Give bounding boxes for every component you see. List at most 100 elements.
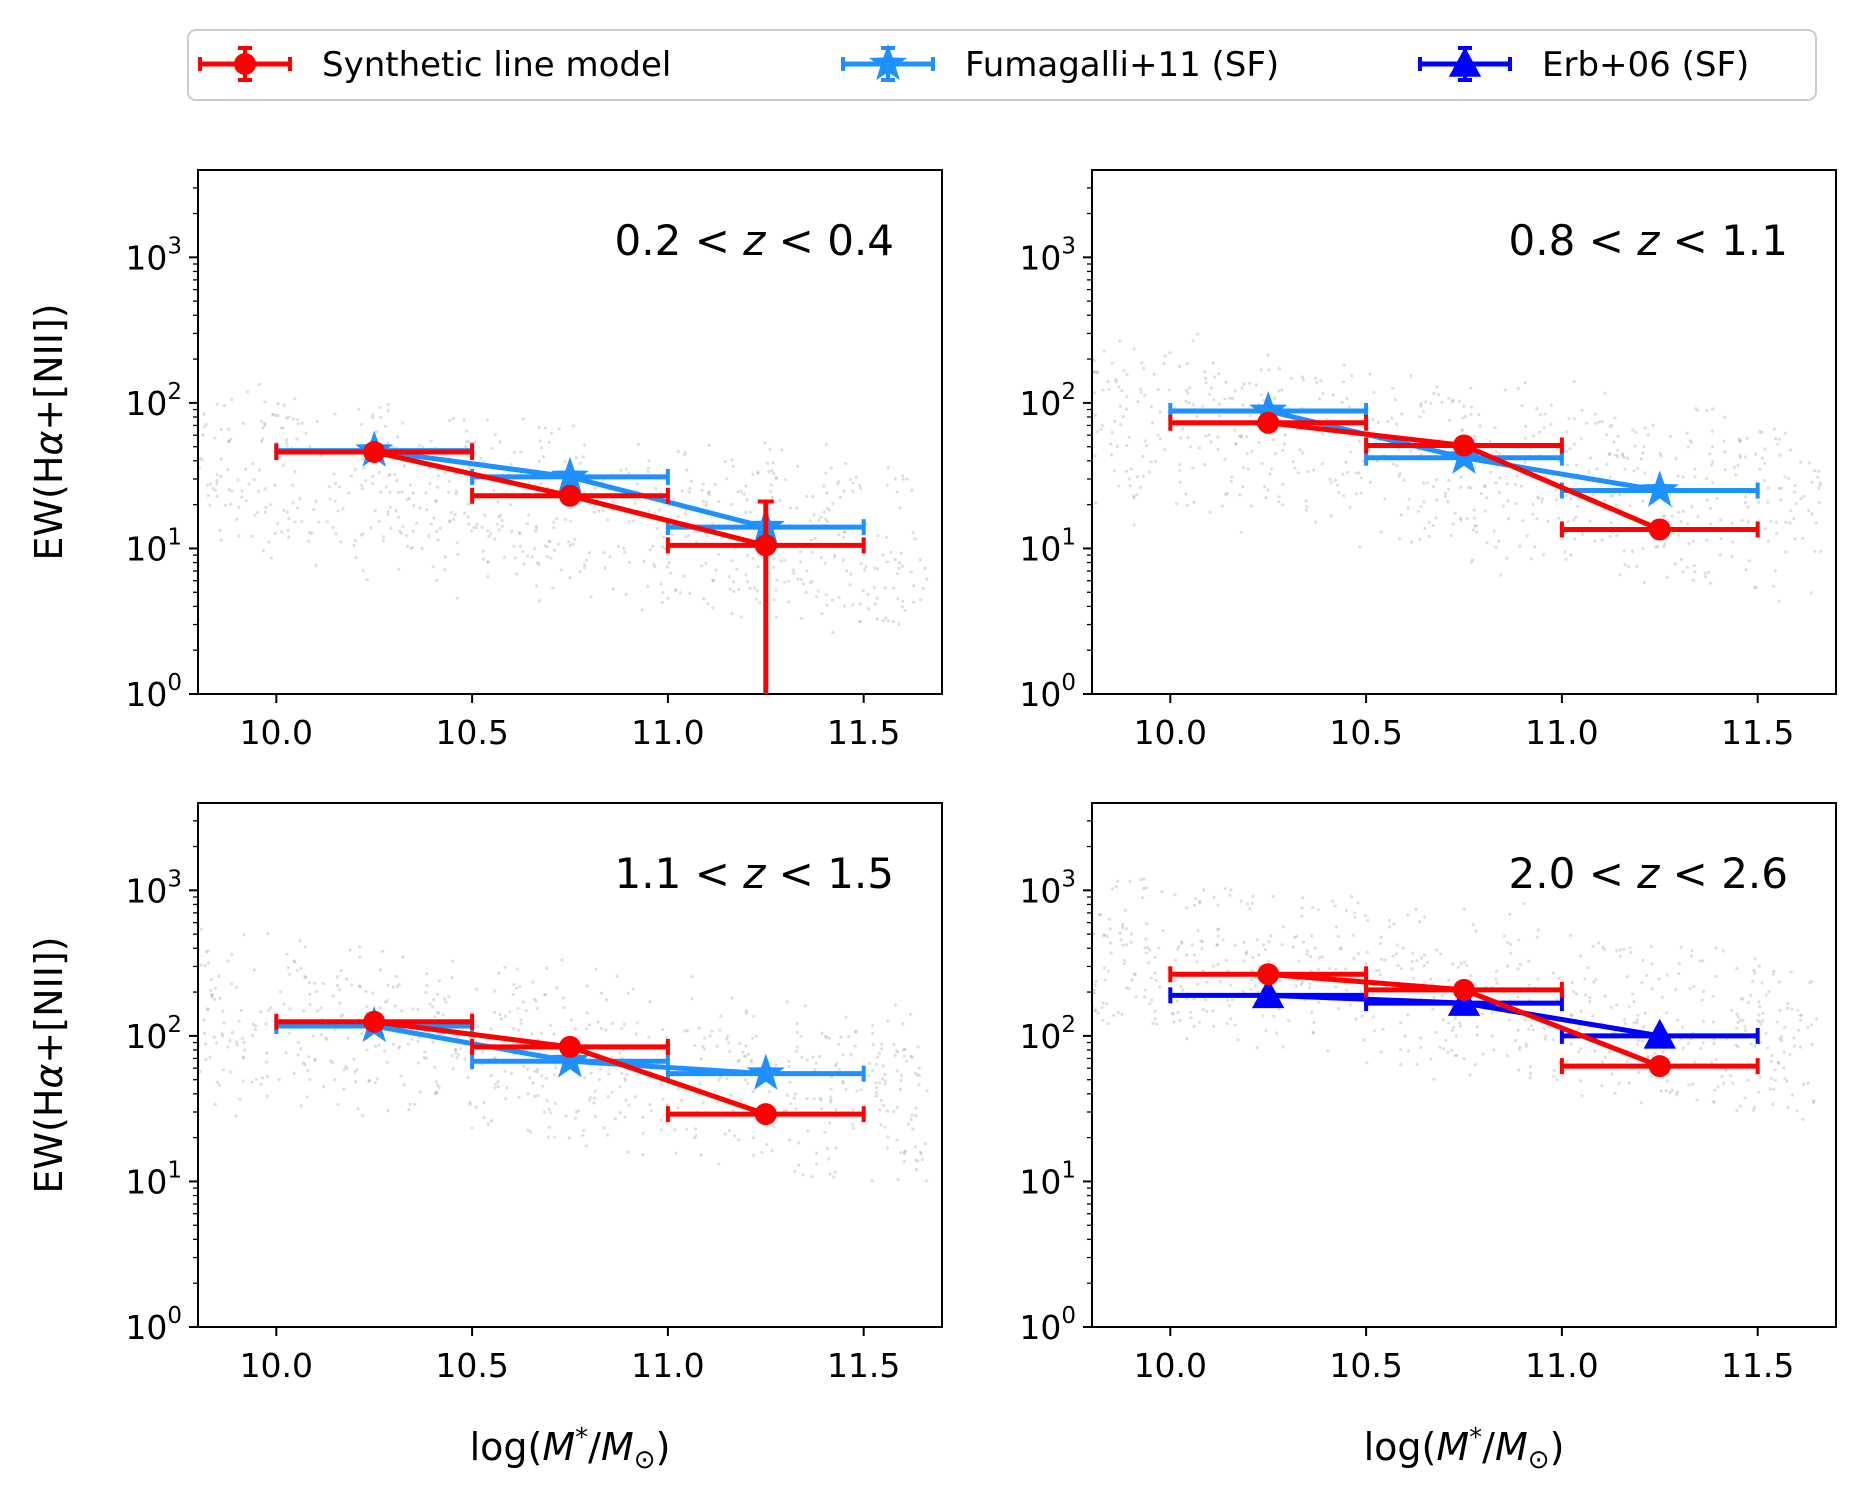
legend-label: Synthetic line model <box>322 45 671 85</box>
background-point <box>1192 903 1196 908</box>
background-point <box>844 1087 848 1091</box>
background-point <box>701 1044 705 1049</box>
background-point <box>1786 1105 1790 1109</box>
background-point <box>1492 529 1496 533</box>
background-point <box>557 542 561 546</box>
background-point <box>769 483 774 487</box>
background-point <box>1231 396 1235 400</box>
z-high: 1.1 <box>1721 216 1788 265</box>
background-point <box>1723 450 1727 454</box>
y-tick-base: 10 <box>1019 871 1061 910</box>
background-point <box>473 440 477 444</box>
background-point <box>261 549 266 553</box>
background-point <box>389 526 393 530</box>
background-point <box>1387 918 1391 923</box>
legend: Synthetic line model Fumagalli+11 (SF) Erb… <box>187 29 1817 101</box>
background-point <box>1506 516 1511 521</box>
background-point <box>902 1048 906 1052</box>
background-point <box>1505 482 1509 486</box>
background-point <box>314 499 318 503</box>
background-point <box>1211 964 1215 968</box>
background-point <box>1473 466 1477 470</box>
background-point <box>1263 485 1267 489</box>
background-point <box>1207 433 1211 437</box>
background-point <box>1506 964 1510 968</box>
background-point <box>1460 428 1464 432</box>
background-point <box>667 561 671 565</box>
background-point <box>871 1068 875 1073</box>
background-point <box>1234 442 1238 446</box>
background-point <box>371 991 375 995</box>
z-symbol: z <box>742 849 766 898</box>
background-point <box>1333 904 1337 908</box>
background-point <box>730 612 734 616</box>
background-point <box>260 419 264 423</box>
background-point <box>1410 967 1414 971</box>
background-point <box>1192 500 1196 504</box>
background-point <box>1588 456 1593 460</box>
background-point <box>1712 1037 1716 1041</box>
background-point <box>1736 463 1740 467</box>
background-point <box>1462 907 1466 911</box>
background-point <box>1447 978 1451 982</box>
background-point <box>571 542 575 546</box>
background-point <box>217 974 221 978</box>
background-point <box>729 1093 733 1097</box>
background-point <box>1565 449 1569 453</box>
background-point <box>1643 1011 1648 1015</box>
background-point <box>1677 510 1681 514</box>
background-point <box>1153 1017 1157 1021</box>
background-point <box>1251 894 1255 898</box>
background-point <box>1229 983 1233 987</box>
background-point <box>1792 1036 1796 1040</box>
background-point <box>1718 518 1723 522</box>
background-point <box>1701 1041 1705 1045</box>
background-point <box>830 598 835 602</box>
background-point <box>1242 959 1246 963</box>
background-point <box>631 519 635 523</box>
background-point <box>1490 1034 1494 1038</box>
series-group <box>274 1005 866 1126</box>
background-point <box>746 580 750 584</box>
background-point <box>241 421 245 425</box>
background-point <box>1759 1022 1763 1026</box>
fumagalli-point <box>550 1041 590 1078</box>
background-point <box>1114 378 1118 382</box>
background-point <box>883 1072 887 1076</box>
background-point <box>1809 1023 1814 1027</box>
legend-frame <box>187 29 1817 101</box>
background-point <box>717 1078 721 1082</box>
background-point <box>337 988 342 992</box>
synthetic-point <box>559 484 581 507</box>
background-point <box>483 513 487 517</box>
background-point <box>1233 389 1237 393</box>
background-point <box>778 499 782 503</box>
background-point <box>486 418 490 422</box>
background-point <box>513 556 518 560</box>
background-point <box>738 1041 742 1046</box>
background-point <box>751 1136 756 1140</box>
background-point <box>1705 408 1709 413</box>
xlabel-mass: M <box>1436 1425 1469 1469</box>
background-point <box>1432 995 1436 1000</box>
background-point <box>1565 430 1569 434</box>
background-point <box>454 492 458 496</box>
background-point <box>866 1073 871 1078</box>
background-point <box>1259 393 1264 397</box>
background-point <box>1110 887 1114 891</box>
background-point <box>208 1055 212 1059</box>
background-point <box>1096 1011 1100 1015</box>
background-point <box>1600 538 1604 542</box>
background-point <box>396 435 400 439</box>
background-point <box>1800 1013 1804 1018</box>
background-point <box>833 1064 838 1068</box>
background-point <box>1190 943 1194 947</box>
background-point <box>1732 465 1736 469</box>
background-point <box>1176 1010 1180 1015</box>
background-point <box>1099 913 1103 917</box>
background-point <box>1784 550 1788 554</box>
background-point <box>633 1095 638 1099</box>
background-point <box>422 1056 426 1060</box>
background-point <box>1130 978 1134 982</box>
